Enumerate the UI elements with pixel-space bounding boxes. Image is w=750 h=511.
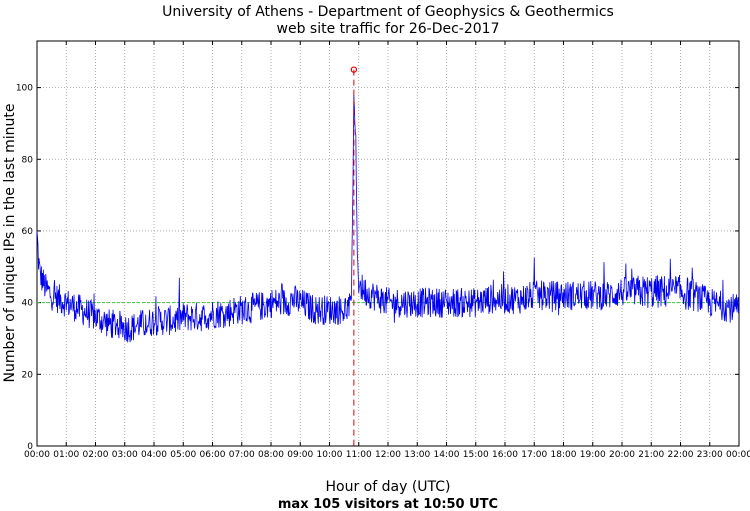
x-tick-label: 00:00	[726, 450, 750, 460]
x-tick-label: 17:00	[521, 450, 547, 460]
x-tick-label: 14:00	[434, 450, 460, 460]
x-tick-label: 19:00	[580, 450, 606, 460]
y-tick-label: 0	[27, 442, 33, 452]
y-axis-label: Number of unique IPs in the last minute	[2, 104, 18, 383]
series-lines	[36, 95, 740, 343]
x-tick-label: 00:00	[24, 450, 50, 460]
x-tick-label: 22:00	[668, 450, 694, 460]
x-tick-label: 08:00	[258, 450, 284, 460]
y-tick-label: 40	[22, 299, 34, 309]
axis-ticks	[36, 41, 740, 447]
x-tick-label: 06:00	[200, 450, 226, 460]
x-tick-label: 23:00	[697, 450, 723, 460]
x-tick-labels: 00:00 01:00 02:00 03:00 04:00 05:00 06:00 07:00…	[24, 450, 750, 460]
x-axis-label: Hour of day (UTC)	[326, 479, 451, 495]
series-line-unique-ips	[36, 95, 740, 343]
peak-marker	[350, 66, 358, 446]
plot-frame	[36, 40, 740, 447]
y-tick-labels: 0 20 40 60 80 100	[16, 84, 33, 452]
x-tick-label: 05:00	[170, 450, 196, 460]
max-visitors-caption: max 105 visitors at 10:50 UTC	[278, 497, 498, 511]
x-tick-label: 11:00	[346, 450, 372, 460]
x-tick-label: 01:00	[53, 450, 79, 460]
chart-subtitle: web site traffic for 26-Dec-2017	[277, 21, 500, 37]
y-tick-label: 20	[22, 370, 34, 380]
x-tick-label: 03:00	[112, 450, 138, 460]
x-tick-label: 15:00	[463, 450, 489, 460]
x-tick-label: 20:00	[609, 450, 635, 460]
y-tick-label: 100	[16, 84, 33, 94]
peak-value-point	[350, 66, 358, 73]
x-tick-label: 21:00	[638, 450, 664, 460]
x-tick-label: 09:00	[287, 450, 313, 460]
x-tick-label: 16:00	[492, 450, 518, 460]
x-tick-label: 18:00	[551, 450, 577, 460]
x-tick-label: 12:00	[375, 450, 401, 460]
y-tick-label: 80	[22, 155, 34, 165]
x-tick-label: 10:00	[317, 450, 343, 460]
y-tick-label: 60	[22, 227, 34, 237]
x-tick-label: 02:00	[83, 450, 109, 460]
x-tick-label: 07:00	[229, 450, 255, 460]
x-tick-label: 13:00	[404, 450, 430, 460]
chart-title: University of Athens - Department of Geo…	[162, 4, 614, 20]
x-tick-label: 04:00	[141, 450, 167, 460]
